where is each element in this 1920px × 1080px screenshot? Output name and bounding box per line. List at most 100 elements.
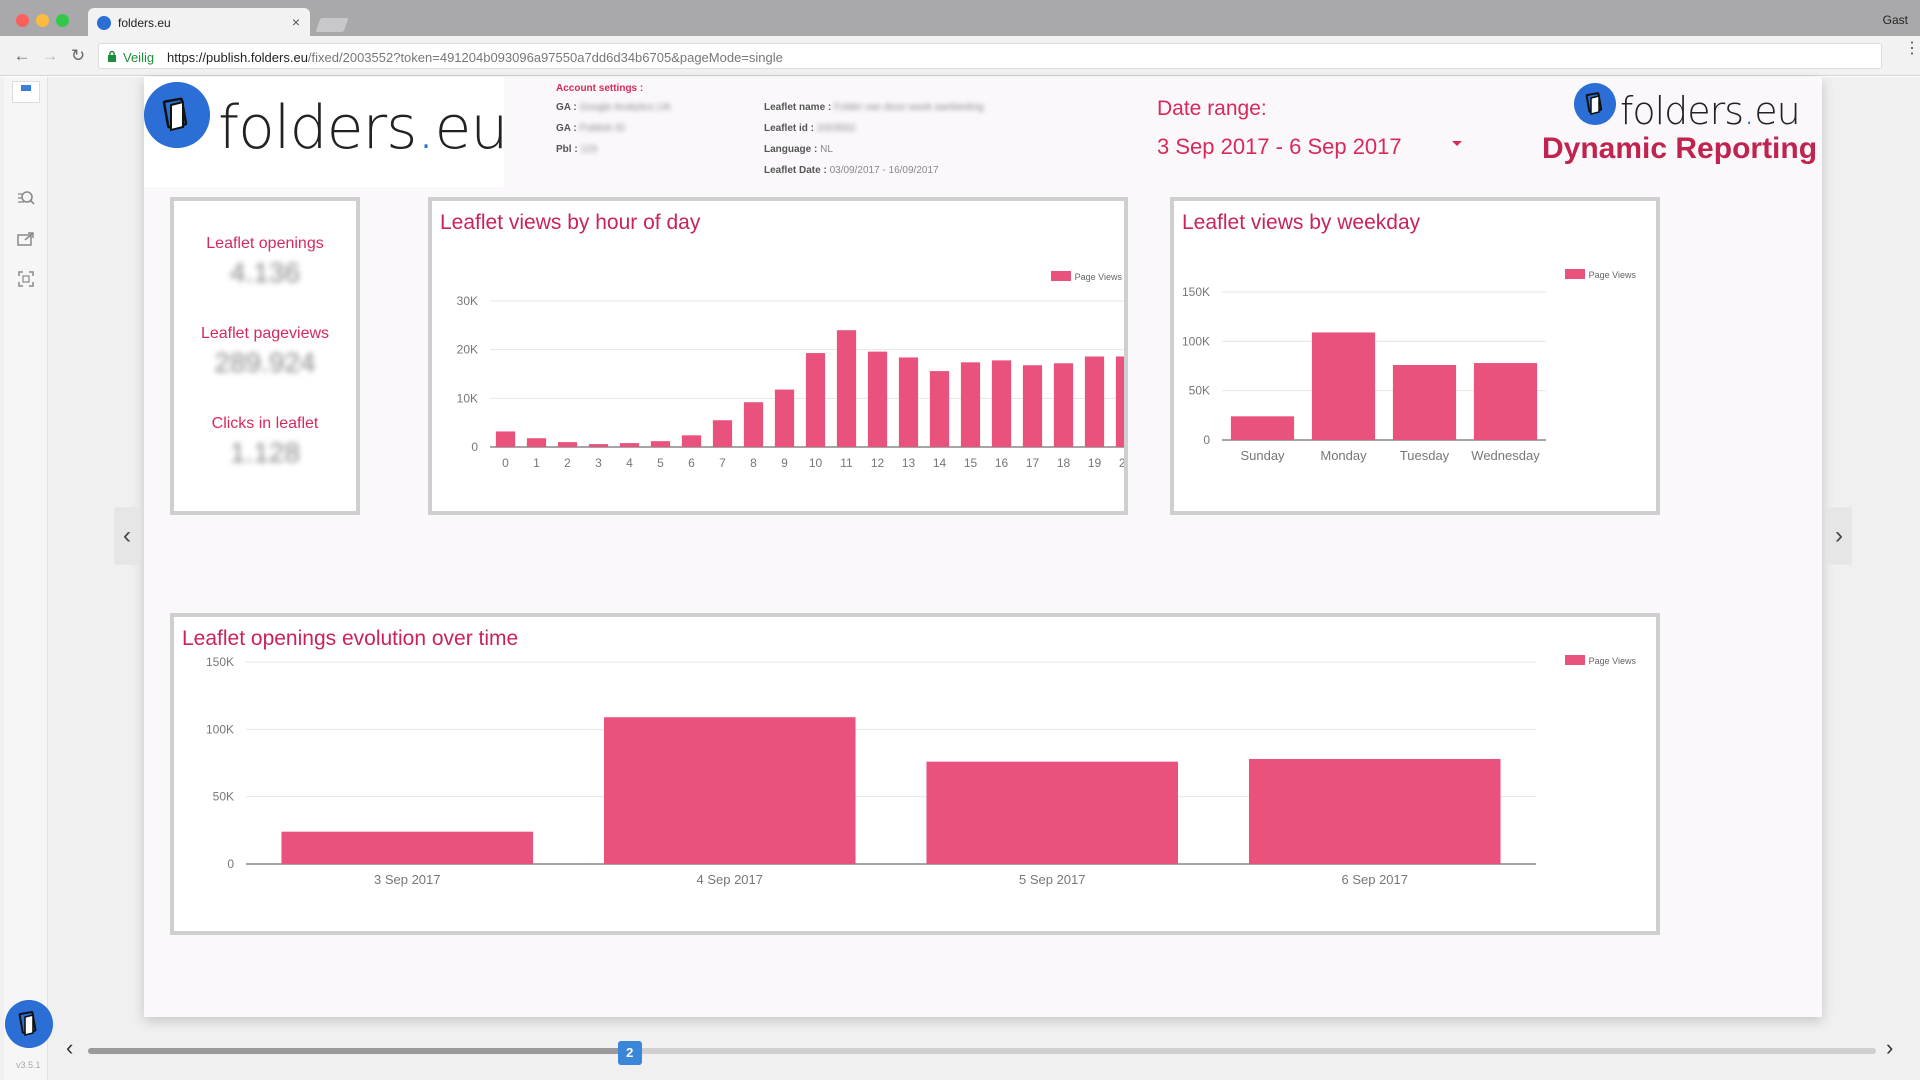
x-tick-label: 10	[809, 456, 823, 470]
chart-bar	[867, 351, 888, 447]
folders-logo-icon[interactable]	[5, 1000, 53, 1048]
leaflet-row-label: Leaflet name :	[764, 102, 832, 113]
account-settings-title: Account settings :	[556, 83, 644, 94]
chart-bar	[1022, 365, 1043, 447]
chart-bar	[805, 353, 826, 447]
date-range-label: Date range:	[1157, 97, 1267, 120]
close-window-button[interactable]	[16, 14, 29, 27]
new-tab-button[interactable]	[315, 18, 349, 32]
browser-tab[interactable]: folders.eu ×	[88, 8, 310, 36]
folders-badge-icon	[144, 82, 210, 148]
x-tick-label: 13	[902, 456, 916, 470]
chart-bar	[557, 442, 578, 447]
account-row-label: Pbl :	[556, 144, 578, 155]
tab-close-icon[interactable]: ×	[291, 14, 300, 30]
folders-logo-small: folders.eu	[1566, 83, 1816, 183]
leaflet-row-label: Leaflet Date :	[764, 165, 827, 176]
chart-legend: Page Views	[1050, 271, 1122, 282]
kpi-label: Leaflet openings	[206, 235, 324, 252]
browser-titlebar: folders.eu × Gast	[0, 0, 1920, 36]
leaflet-row: Leaflet Date : 03/09/2017 - 16/09/2017	[764, 165, 939, 176]
legend-swatch	[1564, 655, 1585, 665]
share-icon[interactable]	[16, 229, 36, 249]
fullscreen-icon[interactable]	[16, 269, 36, 289]
previous-page-arrow-icon[interactable]: ‹	[114, 507, 140, 565]
chart-bar	[774, 389, 795, 447]
x-tick-label: 17	[1026, 456, 1040, 470]
y-tick-label: 10K	[457, 391, 478, 405]
tab-title: folders.eu	[118, 16, 171, 30]
report-page: folders.eu Account settings : GA : Googl…	[144, 77, 1822, 1017]
logo-wordmark: folders.eu	[218, 93, 509, 163]
y-tick-label: 50K	[1189, 384, 1210, 398]
kpi-label: Clicks in leaflet	[211, 415, 319, 432]
back-arrow-icon[interactable]: ←	[13, 46, 31, 65]
x-tick-label: 3	[595, 456, 602, 470]
leaflet-row-value: 2003552	[816, 123, 856, 134]
slider-progress	[88, 1048, 630, 1054]
leaflet-row: Language : NL	[764, 144, 833, 155]
forward-arrow-icon[interactable]: →	[41, 46, 59, 65]
x-tick-label: 14	[933, 456, 947, 470]
chart-bar	[619, 443, 640, 447]
x-tick-label: 11	[840, 456, 853, 470]
chart-bar	[1053, 363, 1074, 447]
next-page-arrow-icon[interactable]: ›	[1826, 507, 1852, 565]
y-tick-label: 100K	[1182, 334, 1210, 348]
weekday-chart-panel: Leaflet views by weekday Page Views 0 50K…	[1170, 197, 1660, 515]
x-tick-label: 9	[781, 456, 788, 470]
logo-name: folders	[1620, 89, 1744, 133]
evolution-chart-panel: Leaflet openings evolution over time Pag…	[170, 613, 1660, 935]
legend-label: Page Views	[1074, 272, 1122, 282]
leaflet-row-label: Language :	[764, 144, 818, 155]
chevron-down-icon[interactable]	[1452, 141, 1462, 146]
x-tick-label: 15	[964, 456, 978, 470]
logo-dot: .	[1743, 89, 1755, 133]
account-row-value: Publish ID	[579, 123, 626, 134]
leaflet-row-value: NL	[820, 144, 833, 155]
leaflet-row-label: Leaflet id :	[764, 123, 815, 134]
chart-bar	[281, 831, 534, 864]
slider-next-icon[interactable]: ›	[1886, 1035, 1894, 1060]
date-range-selector[interactable]: 3 Sep 2017 - 6 Sep 2017	[1157, 134, 1402, 159]
maximize-window-button[interactable]	[56, 14, 69, 27]
slider-handle[interactable]: 2	[617, 1041, 642, 1065]
x-tick-label: Monday	[1320, 448, 1367, 463]
account-row-value: 123	[580, 144, 598, 155]
x-tick-label: 18	[1057, 456, 1071, 470]
zoom-search-icon[interactable]	[16, 189, 36, 209]
legend-swatch	[1564, 269, 1585, 279]
minimize-window-button[interactable]	[36, 14, 49, 27]
browser-menu-icon[interactable]: ⋮	[1904, 40, 1920, 57]
version-label: v3.5.1	[16, 1060, 41, 1070]
url-path: /fixed/2003552?token=491204b093096a97550…	[307, 50, 783, 65]
folders-logo: folders.eu	[144, 77, 509, 187]
guest-profile-label[interactable]: Gast	[1882, 13, 1908, 27]
y-tick-label: 100K	[206, 722, 234, 736]
logo-tld: eu	[434, 93, 509, 163]
chart-bar	[960, 362, 981, 447]
y-tick-label: 50K	[213, 790, 234, 804]
leaflet-viewer: v3.5.1 folders.eu Account settings : GA …	[0, 77, 1920, 1080]
y-tick-label: 150K	[206, 655, 234, 669]
slider-prev-icon[interactable]: ‹	[66, 1035, 74, 1060]
weekday-views-chart: 0 50K 100K 150K Sunday Monday Tuesday Wednesday	[1182, 285, 1546, 463]
chart-bar	[1115, 356, 1124, 447]
legend-label: Page Views	[1588, 656, 1636, 666]
x-tick-label: Tuesday	[1400, 448, 1450, 463]
y-tick-label: 30K	[457, 294, 478, 308]
address-bar[interactable]: Veilig https://publish.folders.eu/fixed/…	[98, 43, 1882, 69]
logo-tld: eu	[1754, 89, 1800, 133]
page-slider[interactable]	[88, 1048, 1876, 1054]
chart-bar	[712, 420, 733, 447]
logo-name: folders	[218, 93, 417, 163]
x-tick-label: Wednesday	[1471, 448, 1540, 463]
url-text[interactable]: https://publish.folders.eu/fixed/2003552…	[167, 50, 783, 65]
chart-bar	[1473, 363, 1538, 440]
chart-legend: Page Views	[1564, 269, 1636, 280]
page-thumbnail[interactable]	[12, 81, 40, 103]
folders-favicon-icon	[97, 16, 111, 30]
x-tick-label: 12	[871, 456, 885, 470]
reload-icon[interactable]: ↻	[70, 46, 86, 65]
